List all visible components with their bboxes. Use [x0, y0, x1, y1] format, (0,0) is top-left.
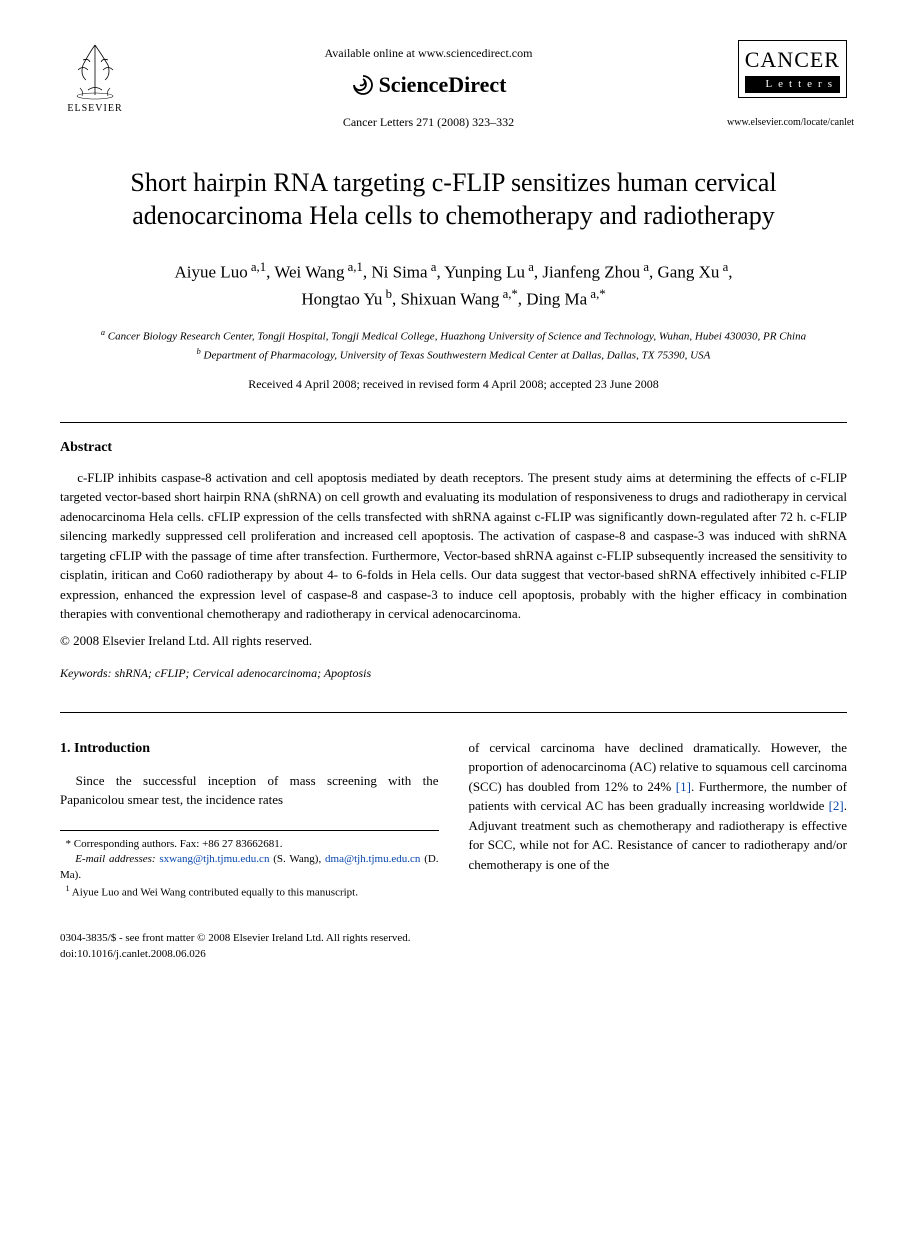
- sciencedirect-swirl-icon: [351, 73, 375, 97]
- footnotes-block: * Corresponding authors. Fax: +86 27 836…: [60, 830, 439, 901]
- intro-para-right: of cervical carcinoma have declined dram…: [469, 738, 848, 875]
- affiliation-b: b Department of Pharmacology, University…: [90, 346, 817, 364]
- body-columns: 1. Introduction Since the successful inc…: [60, 738, 847, 901]
- email-link-1[interactable]: sxwang@tjh.tjmu.edu.cn: [159, 853, 269, 865]
- citation-text: Cancer Letters 271 (2008) 323–332: [130, 114, 727, 131]
- right-column: of cervical carcinoma have declined dram…: [469, 738, 848, 901]
- sciencedirect-logo: ScienceDirect: [130, 70, 727, 104]
- elsevier-logo: ELSEVIER: [60, 40, 130, 116]
- journal-letters-text: Letters: [745, 76, 840, 93]
- cancer-letters-logo: CANCER Letters: [738, 40, 847, 98]
- center-header: Available online at www.sciencedirect.co…: [130, 40, 727, 131]
- affiliations: a Cancer Biology Research Center, Tongji…: [90, 327, 817, 363]
- elsevier-label: ELSEVIER: [60, 102, 130, 116]
- page-header: ELSEVIER Available online at www.science…: [60, 40, 847, 131]
- ref-link-1[interactable]: [1]: [676, 779, 691, 794]
- journal-cancer-text: CANCER: [745, 47, 840, 72]
- introduction-heading: 1. Introduction: [60, 738, 439, 759]
- ref-link-2[interactable]: [2]: [829, 798, 844, 813]
- journal-url[interactable]: www.elsevier.com/locate/canlet: [727, 116, 847, 130]
- intro-para-left: Since the successful inception of mass s…: [60, 771, 439, 810]
- available-online-text: Available online at www.sciencedirect.co…: [130, 45, 727, 62]
- elsevier-tree-icon: [68, 40, 123, 100]
- doi-line: doi:10.1016/j.canlet.2008.06.026: [60, 947, 847, 962]
- abstract-copyright: © 2008 Elsevier Ireland Ltd. All rights …: [60, 632, 847, 650]
- keywords-text: shRNA; cFLIP; Cervical adenocarcinoma; A…: [115, 666, 372, 680]
- corresponding-note: * Corresponding authors. Fax: +86 27 836…: [60, 837, 439, 852]
- contribution-note: 1 Aiyue Luo and Wei Wang contributed equ…: [60, 883, 439, 901]
- journal-logo-block: CANCER Letters www.elsevier.com/locate/c…: [727, 40, 847, 130]
- authors-list: Aiyue Luo a,1, Wei Wang a,1, Ni Sima a, …: [80, 258, 827, 312]
- email-link-2[interactable]: dma@tjh.tjmu.edu.cn: [325, 853, 420, 865]
- email-line: E-mail addresses: sxwang@tjh.tjmu.edu.cn…: [60, 852, 439, 883]
- abstract-heading: Abstract: [60, 438, 847, 458]
- affiliation-a: a Cancer Biology Research Center, Tongji…: [90, 327, 817, 345]
- tree-icon: [68, 40, 123, 100]
- divider-top: [60, 422, 847, 423]
- abstract-body: c-FLIP inhibits caspase-8 activation and…: [60, 468, 847, 624]
- front-matter-line: 0304-3835/$ - see front matter © 2008 El…: [60, 931, 847, 946]
- bottom-info: 0304-3835/$ - see front matter © 2008 El…: [60, 931, 847, 962]
- left-column: 1. Introduction Since the successful inc…: [60, 738, 439, 901]
- sciencedirect-text: ScienceDirect: [379, 70, 507, 101]
- keywords-label: Keywords:: [60, 666, 112, 680]
- keywords-line: Keywords: shRNA; cFLIP; Cervical adenoca…: [60, 665, 847, 682]
- article-dates: Received 4 April 2008; received in revis…: [60, 376, 847, 393]
- article-title: Short hairpin RNA targeting c-FLIP sensi…: [100, 166, 807, 234]
- divider-bottom: [60, 712, 847, 713]
